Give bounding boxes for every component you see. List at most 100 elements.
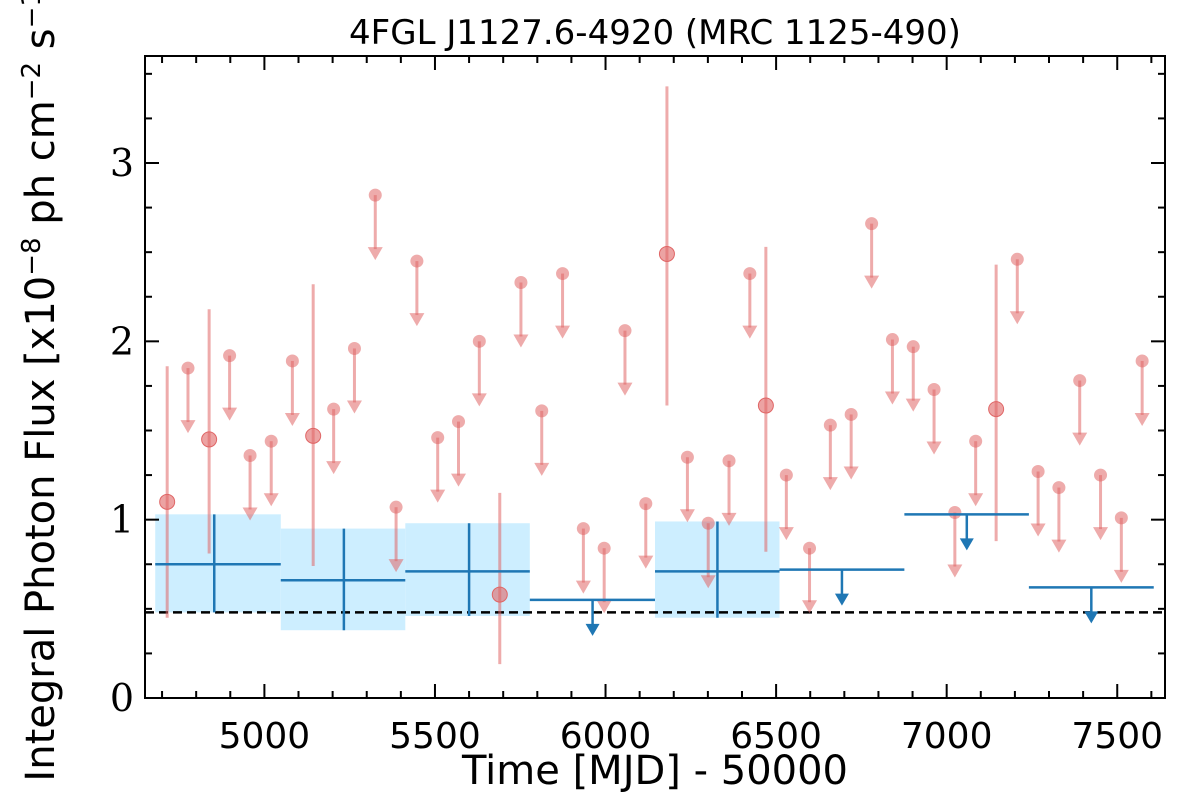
upper-limit-marker bbox=[243, 448, 257, 462]
x-tick-label: 5500 bbox=[389, 716, 481, 757]
y-tick-label: 2 bbox=[110, 319, 134, 363]
upper-limit-arrow bbox=[617, 382, 633, 396]
upper-limit-marker bbox=[1135, 354, 1149, 368]
upper-limit-arrow bbox=[1072, 432, 1088, 446]
coarse-bins bbox=[155, 513, 1154, 636]
x-tick-label: 7000 bbox=[901, 716, 993, 757]
upper-limit-arrow bbox=[388, 559, 404, 573]
upper-limit-arrow bbox=[263, 493, 279, 507]
upper-limit-marker bbox=[472, 334, 486, 348]
upper-limit-marker bbox=[1073, 374, 1087, 388]
upper-limit-arrow bbox=[1009, 311, 1025, 325]
fine-detections bbox=[159, 86, 1005, 665]
upper-limit-marker bbox=[368, 188, 382, 202]
upper-limit-arrow bbox=[802, 600, 818, 614]
upper-limit-marker bbox=[927, 382, 941, 396]
upper-limit-arrow bbox=[721, 512, 737, 526]
fine-upper-limits bbox=[180, 188, 1150, 614]
y-axis-label-exp2: −2 bbox=[17, 62, 47, 100]
x-tick-label: 6500 bbox=[730, 716, 822, 757]
upper-limit-arrow bbox=[679, 509, 695, 523]
upper-limit-arrow bbox=[1051, 539, 1067, 553]
upper-limit-marker bbox=[823, 418, 837, 432]
upper-limit-marker bbox=[948, 506, 962, 520]
upper-limit-arrow bbox=[513, 334, 529, 348]
y-tick-label: 1 bbox=[110, 498, 134, 542]
y-axis-label-main: Integral Photon Flux [x10 bbox=[18, 276, 64, 782]
upper-limit-arrow bbox=[367, 247, 383, 261]
upper-limit-arrow bbox=[638, 555, 654, 569]
upper-limit-arrow bbox=[822, 477, 838, 491]
upper-limit-marker bbox=[1094, 468, 1108, 482]
upper-limit-marker bbox=[779, 468, 793, 482]
upper-limit-arrow bbox=[778, 527, 794, 541]
upper-limit-marker bbox=[347, 341, 361, 355]
upper-limit-arrow bbox=[284, 412, 300, 426]
upper-limit-arrow bbox=[575, 580, 591, 594]
y-axis-label: Integral Photon Flux [x10−8 ph cm−2 s−1] bbox=[17, 0, 64, 782]
upper-limit-arrow bbox=[346, 400, 362, 414]
upper-limit-marker bbox=[885, 333, 899, 347]
upper-limit-arrow bbox=[430, 489, 446, 503]
upper-limit-marker bbox=[181, 361, 195, 375]
upper-limit-arrow bbox=[451, 473, 467, 487]
upper-limit-marker bbox=[410, 254, 424, 268]
coarse-ul-arrow bbox=[834, 593, 849, 606]
upper-limit-marker bbox=[844, 407, 858, 421]
upper-limit-marker bbox=[701, 516, 715, 530]
upper-limit-marker bbox=[556, 267, 570, 281]
plot-frame bbox=[144, 55, 1166, 699]
y-tick-label: 3 bbox=[110, 141, 134, 185]
coarse-ul-arrow bbox=[959, 538, 974, 551]
upper-limit-marker bbox=[576, 522, 590, 536]
upper-limit-arrow bbox=[222, 407, 238, 421]
upper-limit-marker bbox=[906, 340, 920, 354]
detection-marker bbox=[159, 493, 176, 510]
upper-limit-marker bbox=[285, 354, 299, 368]
upper-limit-marker bbox=[514, 275, 528, 289]
y-axis-label-exp: −8 bbox=[17, 237, 47, 275]
upper-limit-marker bbox=[803, 541, 817, 555]
upper-limit-arrow bbox=[555, 325, 571, 339]
detection-marker bbox=[201, 431, 218, 448]
upper-limit-arrow bbox=[884, 391, 900, 405]
upper-limit-arrow bbox=[471, 393, 487, 407]
detection-marker bbox=[988, 401, 1005, 418]
upper-limit-arrow bbox=[1093, 527, 1109, 541]
upper-limit-marker bbox=[1010, 252, 1024, 266]
y-axis-ticks: 0 1 2 3 bbox=[110, 72, 1165, 720]
x-axis-label: Time [MJD] - 50000 bbox=[461, 748, 848, 794]
upper-limit-arrow bbox=[180, 420, 196, 434]
x-tick-label: 7500 bbox=[1071, 716, 1163, 757]
coarse-band bbox=[405, 523, 530, 616]
upper-limit-marker bbox=[722, 454, 736, 468]
upper-limit-arrow bbox=[864, 275, 880, 289]
upper-limit-marker bbox=[639, 497, 653, 511]
detection-marker bbox=[757, 397, 774, 414]
upper-limit-arrow bbox=[700, 575, 716, 589]
upper-limit-marker bbox=[431, 431, 445, 445]
upper-limit-arrow bbox=[926, 441, 942, 455]
chart-title: 4FGL J1127.6-4920 (MRC 1125-490) bbox=[349, 13, 961, 53]
detection-marker bbox=[491, 586, 508, 603]
upper-limit-marker bbox=[223, 349, 237, 363]
y-axis-label-mid2: s bbox=[18, 28, 64, 62]
upper-limit-marker bbox=[264, 434, 278, 448]
upper-limit-marker bbox=[969, 434, 983, 448]
upper-limit-arrow bbox=[1134, 412, 1150, 426]
x-tick-label: 5000 bbox=[219, 716, 311, 757]
upper-limit-marker bbox=[1052, 481, 1066, 495]
upper-limit-arrow bbox=[742, 325, 758, 339]
coarse-ul-arrow bbox=[585, 623, 600, 636]
upper-limit-marker bbox=[327, 402, 341, 416]
upper-limit-marker bbox=[389, 500, 403, 514]
upper-limit-arrow bbox=[1030, 523, 1046, 537]
upper-limit-arrow bbox=[905, 398, 921, 412]
y-tick-label: 0 bbox=[110, 676, 134, 720]
upper-limit-arrow bbox=[242, 507, 258, 521]
y-axis-label-mid: ph cm bbox=[18, 100, 64, 237]
upper-limit-arrow bbox=[596, 600, 612, 614]
upper-limit-arrow bbox=[409, 313, 425, 327]
upper-limit-marker bbox=[743, 267, 757, 281]
upper-limit-marker bbox=[865, 217, 879, 231]
